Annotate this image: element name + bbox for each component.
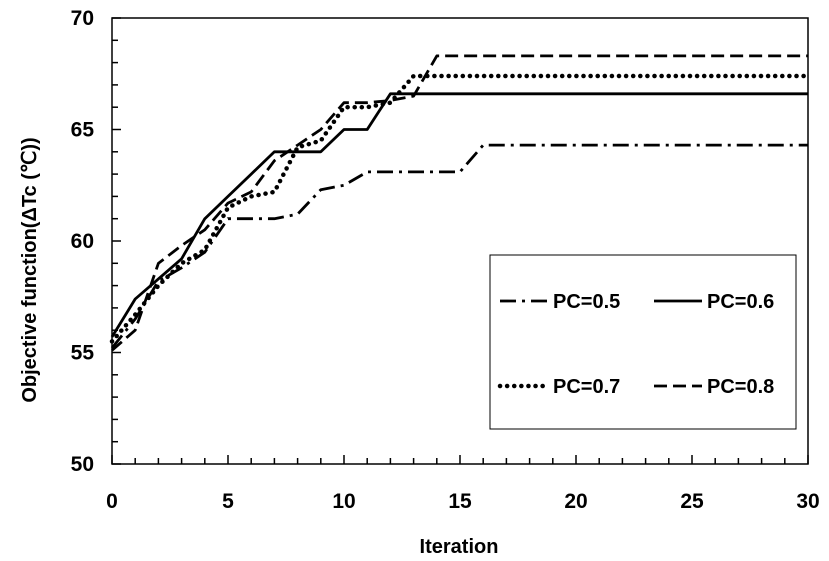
legend-box [489,254,797,430]
y-tick-label: 65 [71,119,95,142]
x-tick-label: 15 [448,490,472,513]
legend: PC=0.5 PC=0.6 PC=0.7 PC=0.8 [489,254,797,430]
y-tick-label: 55 [71,342,95,365]
series-layer [109,54,811,352]
x-tick-label: 5 [222,490,234,513]
x-tick-label: 20 [564,490,587,513]
legend-label-2: PC=0.6 [707,291,774,313]
legend-label-3: PC=0.7 [553,376,620,398]
x-tick-label: 0 [106,490,118,513]
tick-labels: 0 5 10 15 20 25 30 50 55 60 65 70 [71,7,820,513]
series-line-4 [111,54,808,352]
series-line-1 [110,143,808,349]
series-line-3 [109,73,811,344]
legend-label-4: PC=0.8 [707,376,774,398]
x-axis-title: Iteration [420,536,499,558]
x-tick-label: 10 [332,490,355,513]
x-tick-label: 25 [680,490,704,513]
y-axis-title: Objective function(ΔTc (℃)) [19,137,41,402]
y-tick-label: 60 [71,230,94,253]
y-tick-label: 50 [71,453,94,476]
y-tick-label: 70 [71,7,94,30]
legend-label-1: PC=0.5 [553,291,620,313]
axes-layer [111,17,809,465]
x-tick-label: 30 [796,490,819,513]
